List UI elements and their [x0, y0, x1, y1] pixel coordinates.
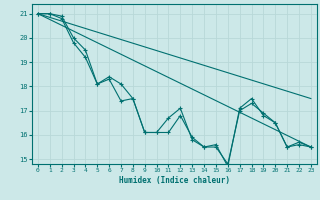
X-axis label: Humidex (Indice chaleur): Humidex (Indice chaleur)	[119, 176, 230, 185]
